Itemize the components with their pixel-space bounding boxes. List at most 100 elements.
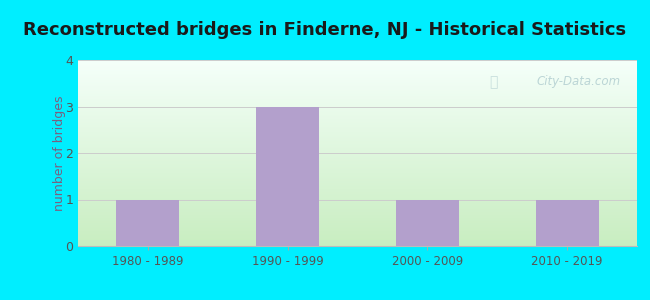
Bar	[78, 108, 637, 109]
Bar	[78, 79, 637, 80]
Bar	[78, 139, 637, 140]
Bar	[78, 238, 637, 239]
Bar	[78, 80, 637, 81]
Bar	[78, 89, 637, 90]
Bar	[78, 176, 637, 177]
Bar	[78, 150, 637, 151]
Bar	[78, 189, 637, 190]
Bar	[78, 125, 637, 126]
Bar	[78, 155, 637, 156]
Bar	[78, 241, 637, 242]
Bar	[78, 169, 637, 170]
Bar	[78, 123, 637, 124]
Bar	[78, 161, 637, 162]
Bar	[78, 98, 637, 99]
Bar	[78, 205, 637, 206]
Bar	[78, 151, 637, 152]
Bar	[78, 126, 637, 127]
Y-axis label: number of bridges: number of bridges	[53, 95, 66, 211]
Bar	[78, 76, 637, 77]
Bar	[78, 209, 637, 210]
Bar	[78, 159, 637, 160]
Bar	[78, 168, 637, 169]
Bar	[78, 121, 637, 122]
Bar	[78, 140, 637, 141]
Bar	[78, 224, 637, 225]
Bar	[78, 201, 637, 202]
Bar	[78, 220, 637, 221]
Bar	[78, 233, 637, 234]
Bar	[78, 229, 637, 230]
Bar	[78, 86, 637, 87]
Bar	[78, 190, 637, 191]
Bar	[78, 136, 637, 137]
Bar	[78, 144, 637, 145]
Bar	[78, 214, 637, 215]
Text: City-Data.com: City-Data.com	[536, 75, 620, 88]
Bar	[78, 243, 637, 244]
Bar	[78, 72, 637, 73]
Bar	[78, 120, 637, 121]
Bar	[78, 188, 637, 189]
Bar	[78, 206, 637, 207]
Bar	[78, 62, 637, 63]
Bar	[78, 74, 637, 75]
Bar	[78, 186, 637, 187]
Bar	[78, 68, 637, 69]
Bar	[78, 119, 637, 120]
Bar	[78, 75, 637, 76]
Bar	[78, 211, 637, 212]
Bar	[78, 245, 637, 246]
Bar	[78, 180, 637, 181]
Bar	[116, 200, 179, 246]
Bar	[78, 210, 637, 211]
Bar	[78, 212, 637, 213]
Bar	[78, 147, 637, 148]
Bar	[78, 181, 637, 182]
Bar	[78, 199, 637, 200]
Bar	[78, 175, 637, 176]
Bar	[78, 102, 637, 103]
Bar	[78, 133, 637, 134]
Bar	[78, 192, 637, 193]
Bar	[78, 213, 637, 214]
Bar	[78, 219, 637, 220]
Bar	[78, 231, 637, 232]
Bar	[78, 101, 637, 102]
Bar	[78, 130, 637, 131]
Bar	[78, 84, 637, 85]
Bar	[396, 200, 459, 246]
Bar	[78, 200, 637, 201]
Bar	[78, 110, 637, 111]
Bar	[78, 138, 637, 139]
Bar	[78, 70, 637, 71]
Bar	[78, 106, 637, 107]
Bar	[78, 170, 637, 171]
Bar	[78, 88, 637, 89]
Bar	[78, 122, 637, 123]
Bar	[78, 234, 637, 235]
Bar	[78, 162, 637, 163]
Bar	[78, 94, 637, 95]
Text: Reconstructed bridges in Finderne, NJ - Historical Statistics: Reconstructed bridges in Finderne, NJ - …	[23, 21, 627, 39]
Bar	[78, 113, 637, 114]
Bar	[78, 187, 637, 188]
Bar	[78, 107, 637, 108]
Bar	[78, 99, 637, 100]
Bar	[78, 217, 637, 218]
Bar	[78, 118, 637, 119]
Bar	[78, 173, 637, 174]
Bar	[78, 242, 637, 243]
Bar	[78, 95, 637, 96]
Bar	[78, 158, 637, 159]
Bar	[78, 153, 637, 154]
Bar	[78, 230, 637, 231]
Bar	[78, 65, 637, 66]
Bar	[78, 67, 637, 68]
Bar	[78, 193, 637, 194]
Bar	[78, 66, 637, 67]
Bar	[78, 157, 637, 158]
Bar	[78, 149, 637, 150]
Bar	[78, 196, 637, 197]
Bar	[78, 146, 637, 147]
